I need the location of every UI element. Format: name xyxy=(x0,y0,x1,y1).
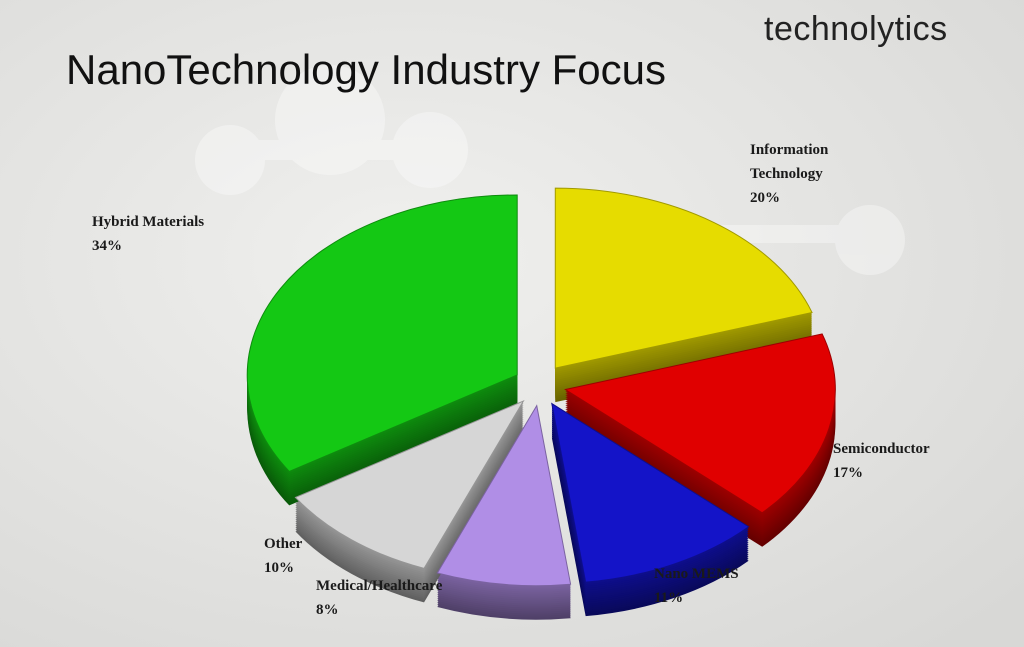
slice-label: Semiconductor 17% xyxy=(833,437,1003,485)
pie-slice xyxy=(436,404,572,587)
value-label: 11% xyxy=(654,590,684,606)
pie-slice xyxy=(294,399,525,569)
slice-label: Nano MEMS 11% xyxy=(654,562,804,610)
category-label: Semiconductor xyxy=(833,441,930,457)
value-label: 34% xyxy=(92,238,122,254)
value-label: 8% xyxy=(316,602,339,618)
category-label: Hybrid Materials xyxy=(92,214,205,230)
pie-slice xyxy=(246,194,518,473)
slice-label: Information Technology 20% xyxy=(750,138,890,210)
category-label: Medical/Healthcare xyxy=(316,578,443,594)
pie-slice xyxy=(554,187,813,369)
pie-slice xyxy=(564,333,836,514)
category-label: Other xyxy=(264,536,303,552)
value-label: 17% xyxy=(833,465,863,481)
slice-label: Hybrid Materials 34% xyxy=(92,210,292,258)
category-label: Information Technology xyxy=(750,142,829,182)
pie-slice xyxy=(551,402,750,583)
slice-label: Other 10% xyxy=(264,532,344,580)
value-label: 20% xyxy=(750,190,780,206)
value-label: 10% xyxy=(264,560,294,576)
brand: technolytics xyxy=(764,10,948,48)
slice-label: Medical/Healthcare 8% xyxy=(316,574,536,622)
chart-title: NanoTechnology Industry Focus xyxy=(66,46,666,93)
category-label: Nano MEMS xyxy=(654,566,739,582)
